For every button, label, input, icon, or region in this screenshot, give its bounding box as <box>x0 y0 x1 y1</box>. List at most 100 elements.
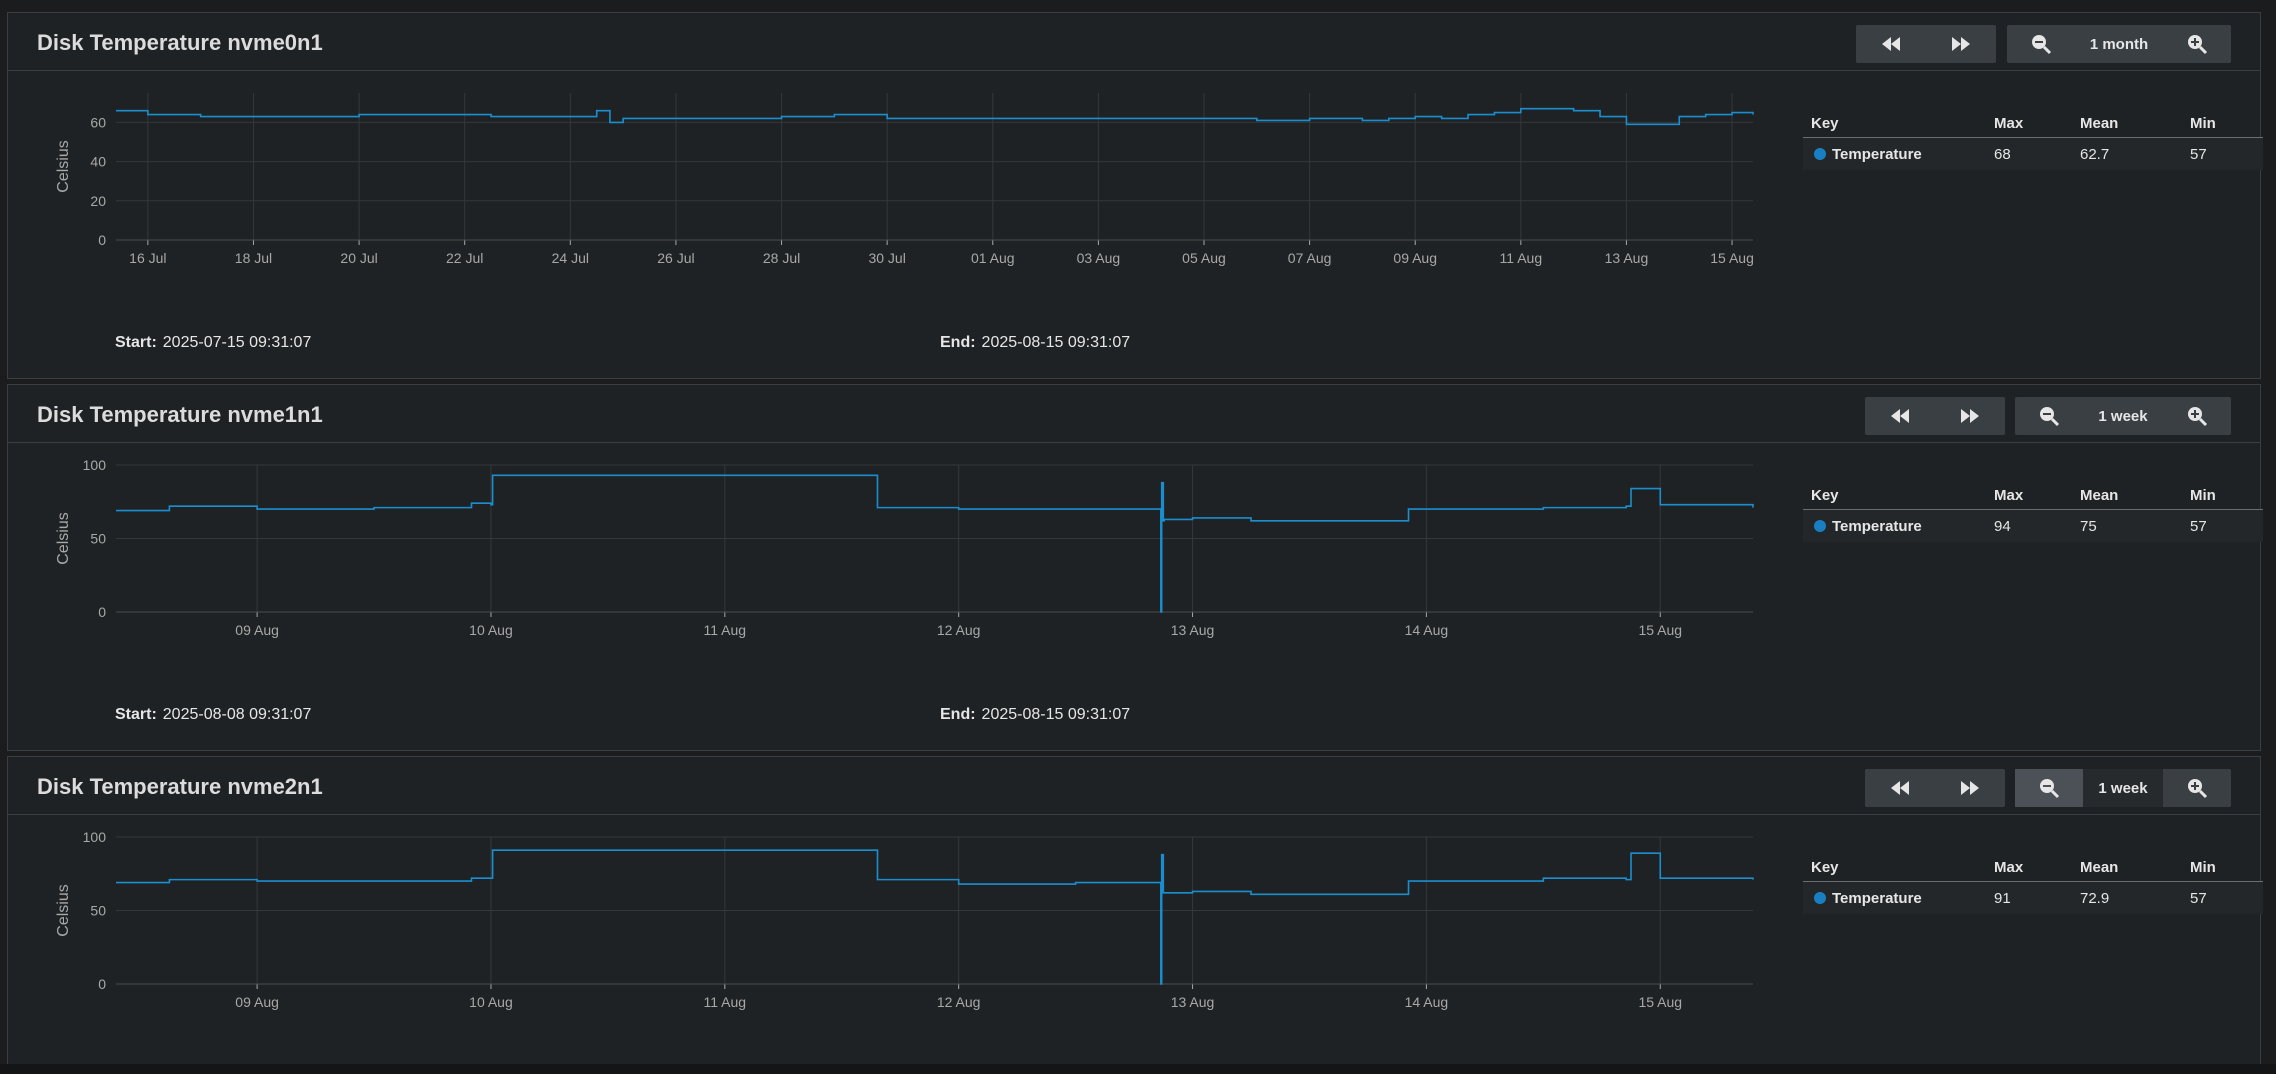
legend-mean-header: Mean <box>2080 859 2119 876</box>
legend-header: Key Max Mean Min <box>1803 855 2263 882</box>
end-value: 2025-08-15 09:31:07 <box>981 706 1131 723</box>
y-tick-label: 50 <box>90 531 106 547</box>
x-tick-label: 22 Jul <box>446 250 483 266</box>
legend-table: Key Max Mean Min Temperature 68 62.7 57 <box>1803 111 2263 170</box>
series-line-temperature <box>115 474 1754 613</box>
y-tick-label: 40 <box>90 154 106 170</box>
legend-max: 68 <box>1994 146 2011 163</box>
legend-max: 94 <box>1994 518 2011 535</box>
fast-forward-button[interactable] <box>1935 769 2005 807</box>
series-color-dot <box>1814 520 1826 532</box>
zoom-controls: 1 month <box>2007 25 2231 63</box>
legend-min: 57 <box>2190 890 2207 907</box>
x-tick-label: 09 Aug <box>235 994 279 1010</box>
line-chart[interactable]: 0 50 100 09 Aug 10 Aug 11 Aug 12 Aug 13 Aug 14 A… <box>8 757 1798 1065</box>
start-value: 2025-08-08 09:31:07 <box>162 706 312 723</box>
line-chart[interactable]: 0 50 100 09 Aug 10 Aug 11 Aug 12 Aug 13 Aug 14 A… <box>8 385 1798 752</box>
chart-card-nvme0n1: Disk Temperature nvme0n1 1 month 0 20 40 60… <box>7 12 2263 380</box>
y-tick-label: 100 <box>83 457 107 473</box>
x-tick-label: 01 Aug <box>971 250 1015 266</box>
fast-forward-icon <box>1952 37 1970 51</box>
zoom-in-button[interactable] <box>2163 769 2231 807</box>
legend-min-header: Min <box>2190 115 2216 132</box>
legend-header: Key Max Mean Min <box>1803 111 2263 138</box>
rewind-button[interactable] <box>1865 397 1935 435</box>
legend-row[interactable]: Temperature 91 72.9 57 <box>1803 882 2263 914</box>
zoom-level: 1 week <box>2098 407 2148 425</box>
y-tick-label: 0 <box>98 604 106 620</box>
x-tick-label: 20 Jul <box>340 250 377 266</box>
zoom-out-icon <box>2032 35 2052 55</box>
pan-controls <box>1865 769 2005 807</box>
x-tick-label: 03 Aug <box>1077 250 1121 266</box>
zoom-out-button[interactable] <box>2015 397 2083 435</box>
x-tick-label: 11 Aug <box>704 994 747 1010</box>
rewind-icon <box>1891 409 1909 423</box>
legend-key-header: Key <box>1811 487 1839 504</box>
y-axis-label: Celsius <box>55 884 72 936</box>
card-title: Disk Temperature nvme2n1 <box>37 774 323 799</box>
card-header: Disk Temperature nvme2n1 1 week <box>8 757 2260 815</box>
y-tick-label: 60 <box>90 114 106 130</box>
legend-mean-header: Mean <box>2080 487 2119 504</box>
zoom-controls: 1 week <box>2015 397 2231 435</box>
zoom-in-button[interactable] <box>2163 397 2231 435</box>
x-tick-label: 09 Aug <box>1393 250 1437 266</box>
x-tick-label: 10 Aug <box>469 994 513 1010</box>
zoom-level: 1 week <box>2083 769 2163 807</box>
rewind-button[interactable] <box>1865 769 1935 807</box>
legend-max: 91 <box>1994 890 2011 907</box>
legend-mean-header: Mean <box>2080 115 2119 132</box>
fast-forward-button[interactable] <box>1926 25 1996 63</box>
rewind-button[interactable] <box>1856 25 1926 63</box>
start-label: Start: <box>115 706 157 723</box>
x-tick-label: 24 Jul <box>552 250 589 266</box>
series-color-dot <box>1814 892 1826 904</box>
zoom-out-button[interactable] <box>2015 769 2083 807</box>
legend-mean: 72.9 <box>2080 890 2110 907</box>
end-label: End: <box>940 334 976 351</box>
y-tick-label: 0 <box>98 232 106 248</box>
legend-max-header: Max <box>1994 859 2024 876</box>
zoom-level: 1 month <box>2089 35 2149 53</box>
zoom-in-button[interactable] <box>2163 25 2231 63</box>
x-tick-label: 05 Aug <box>1182 250 1226 266</box>
x-tick-label: 15 Aug <box>1638 994 1682 1010</box>
x-tick-label: 16 Jul <box>129 250 166 266</box>
range-start: Start: 2025-08-08 09:31:07 <box>115 706 311 724</box>
legend-table: Key Max Mean Min Temperature 91 72.9 57 <box>1803 855 2263 914</box>
legend-min-header: Min <box>2190 859 2216 876</box>
legend-mean: 75 <box>2080 518 2097 535</box>
x-tick-label: 15 Aug <box>1638 622 1682 638</box>
legend-min: 57 <box>2190 518 2207 535</box>
x-tick-label: 09 Aug <box>235 622 279 638</box>
legend-min: 57 <box>2190 146 2207 163</box>
rewind-icon <box>1891 781 1909 795</box>
fast-forward-button[interactable] <box>1935 397 2005 435</box>
pan-controls <box>1865 397 2005 435</box>
legend-key-header: Key <box>1811 115 1839 132</box>
x-tick-label: 30 Jul <box>868 250 905 266</box>
x-tick-label: 28 Jul <box>763 250 800 266</box>
x-tick-label: 14 Aug <box>1405 622 1449 638</box>
fast-forward-icon <box>1961 781 1979 795</box>
series-line-temperature <box>115 107 1754 126</box>
legend-row[interactable]: Temperature 68 62.7 57 <box>1803 138 2263 170</box>
end-value: 2025-08-15 09:31:07 <box>981 334 1131 351</box>
pan-controls <box>1856 25 1996 63</box>
x-tick-label: 13 Aug <box>1171 622 1215 638</box>
chart-card-nvme2n1: Disk Temperature nvme2n1 1 week 0 50 100 09… <box>7 756 2263 1065</box>
zoom-out-button[interactable] <box>2007 25 2075 63</box>
line-chart[interactable]: 0 20 40 60 16 Jul 18 Jul 20 Jul 22 Jul 24 Jul 26 … <box>8 13 1798 380</box>
x-tick-label: 12 Aug <box>937 622 981 638</box>
legend-series-name: Temperature <box>1832 518 1922 535</box>
chart-card-nvme1n1: Disk Temperature nvme1n1 1 week 0 50 100 09… <box>7 384 2263 752</box>
rewind-icon <box>1882 37 1900 51</box>
x-tick-label: 07 Aug <box>1288 250 1332 266</box>
y-tick-label: 20 <box>90 193 106 209</box>
x-tick-label: 11 Aug <box>1500 250 1543 266</box>
zoom-out-icon <box>2040 779 2060 799</box>
legend-max-header: Max <box>1994 487 2024 504</box>
legend-series-name: Temperature <box>1832 890 1922 907</box>
legend-row[interactable]: Temperature 94 75 57 <box>1803 510 2263 542</box>
